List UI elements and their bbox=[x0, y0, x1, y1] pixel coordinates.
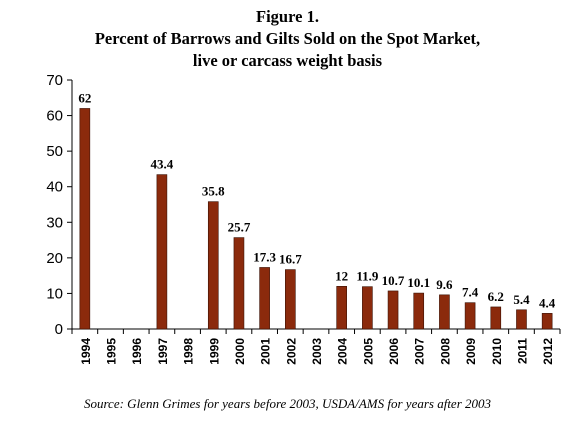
x-category-label-2005: 2005 bbox=[361, 338, 375, 365]
bar-2009 bbox=[464, 302, 476, 330]
data-label-1999: 35.8 bbox=[202, 184, 225, 199]
x-category-label-2012: 2012 bbox=[541, 338, 555, 365]
y-tick-label: 40 bbox=[46, 179, 63, 196]
data-label-2000: 25.7 bbox=[228, 220, 251, 235]
bar-2012 bbox=[541, 313, 553, 330]
x-category-label-2003: 2003 bbox=[310, 338, 324, 365]
chart-subtitle-line-1: Percent of Barrows and Gilts Sold on the… bbox=[94, 29, 481, 48]
x-category-label-1996: 1996 bbox=[130, 338, 144, 365]
data-label-2009: 7.4 bbox=[462, 285, 479, 300]
bar-2008 bbox=[439, 294, 450, 330]
x-category-label-2004: 2004 bbox=[336, 338, 350, 365]
chart-title: Figure 1. bbox=[256, 7, 319, 26]
chart-subtitle-line-2: live or carcass weight basis bbox=[192, 51, 383, 70]
data-label-2005: 11.9 bbox=[356, 269, 379, 284]
bar-2006 bbox=[387, 290, 399, 330]
x-category-label-1997: 1997 bbox=[156, 338, 170, 365]
data-label-1994: 62 bbox=[78, 90, 91, 105]
data-label-2011: 5.4 bbox=[513, 292, 530, 307]
x-category-label-2006: 2006 bbox=[387, 338, 401, 365]
y-tick-label: 60 bbox=[46, 108, 63, 125]
data-label-2012: 4.4 bbox=[539, 295, 556, 310]
x-category-label-2010: 2010 bbox=[490, 338, 504, 365]
data-label-2007: 10.1 bbox=[407, 275, 430, 290]
source-note: Source: Glenn Grimes for years before 20… bbox=[83, 396, 492, 411]
x-category-label-1995: 1995 bbox=[105, 338, 119, 365]
data-label-2004: 12 bbox=[335, 268, 348, 283]
bar-2007 bbox=[413, 292, 425, 330]
y-tick-label: 30 bbox=[46, 214, 63, 231]
data-label-1997: 43.4 bbox=[151, 157, 174, 172]
bar-2001 bbox=[259, 267, 270, 330]
data-label-2010: 6.2 bbox=[488, 289, 504, 304]
bar-1997 bbox=[156, 174, 168, 330]
bar-2000 bbox=[233, 237, 245, 330]
data-label-2006: 10.7 bbox=[382, 273, 405, 288]
bar-2010 bbox=[490, 306, 502, 330]
bar-1999 bbox=[207, 201, 219, 330]
x-category-label-2002: 2002 bbox=[284, 338, 298, 365]
bar-2002 bbox=[285, 269, 296, 330]
y-tick-label: 50 bbox=[46, 143, 63, 160]
chart-title-block: Figure 1. Percent of Barrows and Gilts S… bbox=[0, 6, 575, 72]
x-category-label-2007: 2007 bbox=[413, 338, 427, 365]
x-category-label-2008: 2008 bbox=[438, 338, 452, 365]
x-category-label-2000: 2000 bbox=[233, 338, 247, 365]
y-tick-label: 20 bbox=[46, 250, 63, 267]
x-category-label-1999: 1999 bbox=[207, 338, 221, 365]
data-label-2002: 16.7 bbox=[279, 252, 302, 267]
x-category-label-2009: 2009 bbox=[464, 338, 478, 365]
bar-2004 bbox=[336, 286, 347, 330]
x-category-label-1998: 1998 bbox=[182, 338, 196, 365]
bar-1994 bbox=[79, 108, 91, 330]
data-label-2008: 9.6 bbox=[436, 277, 453, 292]
data-label-2001: 17.3 bbox=[253, 249, 276, 264]
x-category-label-1994: 1994 bbox=[79, 338, 93, 365]
bar-2011 bbox=[516, 309, 527, 330]
y-tick-label: 70 bbox=[46, 72, 63, 89]
x-category-label-2011: 2011 bbox=[515, 338, 529, 364]
x-category-label-2001: 2001 bbox=[259, 338, 273, 365]
bar-2005 bbox=[362, 286, 373, 330]
y-tick-label: 0 bbox=[55, 321, 63, 338]
y-tick-label: 10 bbox=[46, 285, 63, 302]
